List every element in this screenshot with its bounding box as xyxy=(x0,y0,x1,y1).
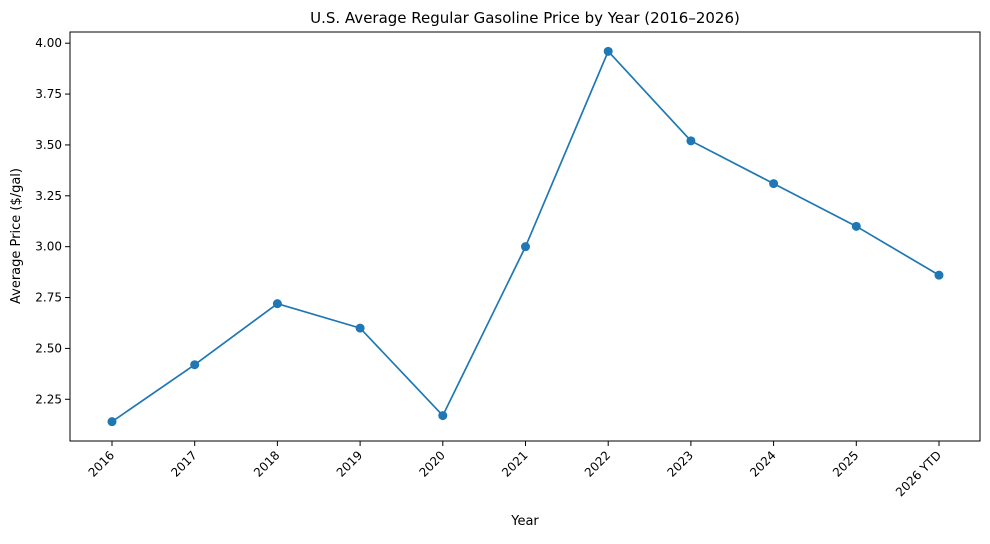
data-point-2025 xyxy=(851,221,861,231)
data-point-2021 xyxy=(521,242,530,252)
data-point-2019 xyxy=(355,323,365,333)
data-point-2024 xyxy=(769,179,779,189)
data-point-2016 xyxy=(107,417,117,427)
x-axis-ticks: 2016 2017 2018 2019 2020 2021 2022 2023 2024 2025… xyxy=(86,441,944,499)
x-tick-label: 2018 xyxy=(251,448,282,479)
plot-frame xyxy=(69,31,981,442)
y-tick-label: 2.75 xyxy=(35,291,62,305)
y-tick-label: 3.50 xyxy=(35,138,62,152)
series-layer xyxy=(107,46,944,427)
x-tick-label: 2023 xyxy=(665,448,696,479)
series-line xyxy=(111,49,940,423)
data-point-2020 xyxy=(438,411,448,421)
chart-title: U.S. Average Regular Gasoline Price by Y… xyxy=(310,9,740,27)
x-tick-label: 2024 xyxy=(747,448,778,479)
y-axis-label: Average Price ($/gal) xyxy=(9,168,24,304)
x-tick-label: 2025 xyxy=(830,448,861,479)
data-point-2022 xyxy=(603,46,613,56)
y-tick-label: 3.25 xyxy=(35,189,62,203)
y-tick-label: 3.00 xyxy=(35,240,62,254)
data-point-2023 xyxy=(686,136,696,146)
y-tick-label: 3.75 xyxy=(35,87,62,101)
x-tick-label: 2022 xyxy=(582,448,613,479)
x-tick-label: 2017 xyxy=(168,448,199,479)
x-axis-label: Year xyxy=(510,514,539,529)
axes xyxy=(69,31,981,442)
x-tick-label: 2021 xyxy=(499,448,530,479)
x-tick-label: 2019 xyxy=(334,448,365,479)
y-tick-label: 2.50 xyxy=(35,341,62,355)
x-tick-label: 2026 YTD xyxy=(893,448,944,499)
y-axis-ticks: 2.25 2.50 2.75 3.00 3.25 3.50 3.75 4.00 xyxy=(35,36,70,406)
x-tick-label: 2020 xyxy=(416,448,447,479)
data-point-2026-ytd xyxy=(934,270,944,280)
data-point-2017 xyxy=(190,360,200,370)
data-point-2018 xyxy=(272,299,282,309)
y-tick-label: 4.00 xyxy=(35,36,62,50)
x-tick-label: 2016 xyxy=(86,448,117,479)
y-tick-label: 2.25 xyxy=(35,392,62,406)
